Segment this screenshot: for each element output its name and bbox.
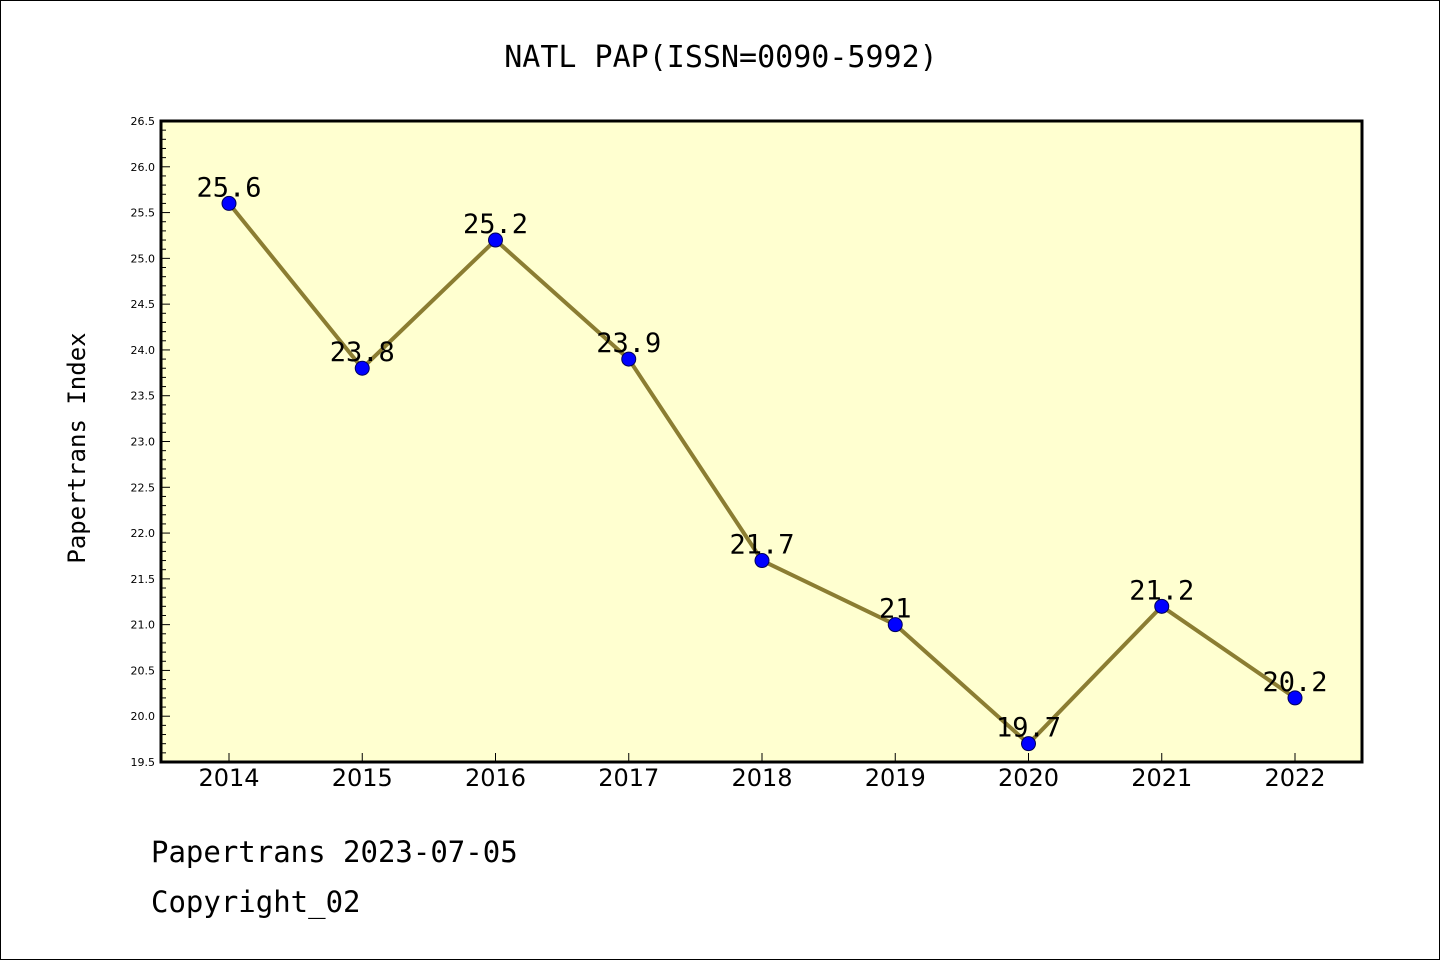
footer-source-date: Papertrans 2023-07-05 bbox=[151, 835, 518, 869]
data-point bbox=[621, 351, 637, 367]
x-tick-label: 2022 bbox=[1264, 764, 1325, 792]
data-label: 20.2 bbox=[1262, 667, 1327, 698]
data-point bbox=[754, 553, 770, 569]
series-group: 25.6 23.8 25.2 23.9 21.7 21 19.7 21.2 20.2 bbox=[196, 172, 1328, 752]
data-label: 23.9 bbox=[596, 328, 661, 359]
data-point bbox=[354, 360, 370, 376]
data-point bbox=[221, 195, 237, 211]
y-tick-label: 25.5 bbox=[131, 207, 156, 220]
chart-title: NATL PAP(ISSN=0090-5992) bbox=[504, 40, 937, 75]
plot-area bbox=[159, 119, 1364, 764]
data-label: 21 bbox=[879, 594, 912, 625]
y-tick-label: 26.0 bbox=[131, 161, 156, 174]
y-tick-label: 26.5 bbox=[131, 115, 156, 128]
y-tick-label: 21.5 bbox=[131, 573, 156, 586]
data-label: 25.2 bbox=[463, 209, 528, 240]
x-tick-label: 2018 bbox=[731, 764, 792, 792]
y-tick-label: 20.5 bbox=[131, 664, 156, 677]
y-tick-label: 24.0 bbox=[131, 344, 156, 357]
y-tick-label: 23.0 bbox=[131, 436, 156, 449]
y-tick-label: 19.5 bbox=[131, 756, 156, 769]
y-tick-label: 22.0 bbox=[131, 527, 156, 540]
x-tick-label: 2020 bbox=[998, 764, 1059, 792]
y-tick-label: 22.5 bbox=[131, 481, 156, 494]
data-label: 25.6 bbox=[196, 172, 261, 203]
y-tick-label: 23.5 bbox=[131, 390, 156, 403]
data-point bbox=[887, 617, 903, 633]
x-tick-label: 2017 bbox=[598, 764, 659, 792]
data-point bbox=[1154, 598, 1170, 614]
y-axis-label: Papertrans Index bbox=[63, 332, 91, 563]
data-point bbox=[1287, 690, 1303, 706]
x-tick-label: 2014 bbox=[198, 764, 259, 792]
y-tick-label: 21.0 bbox=[131, 619, 156, 632]
y-tick-label: 25.0 bbox=[131, 252, 156, 265]
y-axis: 19.5 20.0 20.5 21.0 21.5 22.0 22.5 23.0 23.5 24.0… bbox=[131, 115, 170, 769]
x-tick-label: 2015 bbox=[332, 764, 393, 792]
data-point bbox=[1021, 736, 1036, 752]
x-tick-label: 2021 bbox=[1131, 764, 1192, 792]
data-label: 21.7 bbox=[729, 530, 794, 561]
data-label: 21.2 bbox=[1129, 575, 1194, 606]
data-label: 23.8 bbox=[330, 337, 395, 368]
y-tick-label: 24.5 bbox=[131, 298, 156, 311]
x-tick-label: 2016 bbox=[465, 764, 526, 792]
data-point bbox=[488, 232, 503, 248]
data-label: 19.7 bbox=[996, 713, 1061, 744]
y-tick-label: 20.0 bbox=[131, 710, 156, 723]
footer-copyright: Copyright_02 bbox=[151, 885, 361, 919]
x-tick-label: 2019 bbox=[865, 764, 926, 792]
x-axis: 2014 2015 2016 2017 2018 2019 2020 2021 2022 bbox=[198, 753, 1326, 792]
